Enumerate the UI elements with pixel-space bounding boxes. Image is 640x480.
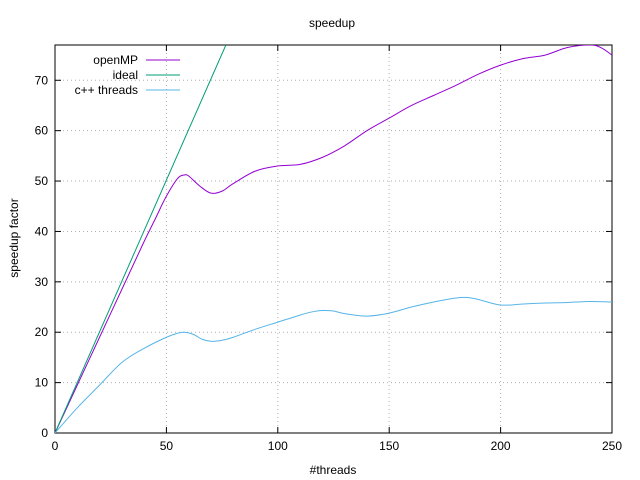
legend-label: ideal (113, 68, 138, 82)
x-tick-labels: 0 50 100 150 200 250 (52, 439, 623, 453)
plot-border (54, 44, 613, 434)
x-axis-title: #threads (310, 463, 357, 477)
y-axis-title: speedup factor (7, 198, 21, 277)
chart-title: speedup (309, 16, 355, 30)
y-tick-label: 30 (35, 275, 49, 289)
axes (54, 44, 613, 434)
y-tick-label: 0 (41, 426, 48, 440)
y-tick-label: 40 (35, 224, 49, 238)
x-tick-label: 150 (379, 439, 399, 453)
x-tick-label: 0 (52, 439, 59, 453)
y-tick-label: 20 (35, 325, 49, 339)
y-tick-label: 70 (35, 73, 49, 87)
legend-label: openMP (93, 53, 138, 67)
series-line-openmp (55, 45, 612, 433)
x-tick-label: 50 (160, 439, 174, 453)
y-tick-label: 60 (35, 124, 49, 138)
series-lines (55, 45, 612, 433)
y-tick-label: 10 (35, 376, 49, 390)
legend-label: c++ threads (75, 83, 138, 97)
series-line-ideal (55, 45, 227, 433)
x-tick-label: 250 (602, 439, 622, 453)
x-tick-label: 200 (491, 439, 511, 453)
x-tick-label: 100 (268, 439, 288, 453)
y-tick-labels: 0 10 20 30 40 50 60 70 (35, 73, 49, 440)
grid-lines (55, 45, 612, 433)
y-tick-label: 50 (35, 174, 49, 188)
series-line-c-threads (55, 296, 612, 433)
